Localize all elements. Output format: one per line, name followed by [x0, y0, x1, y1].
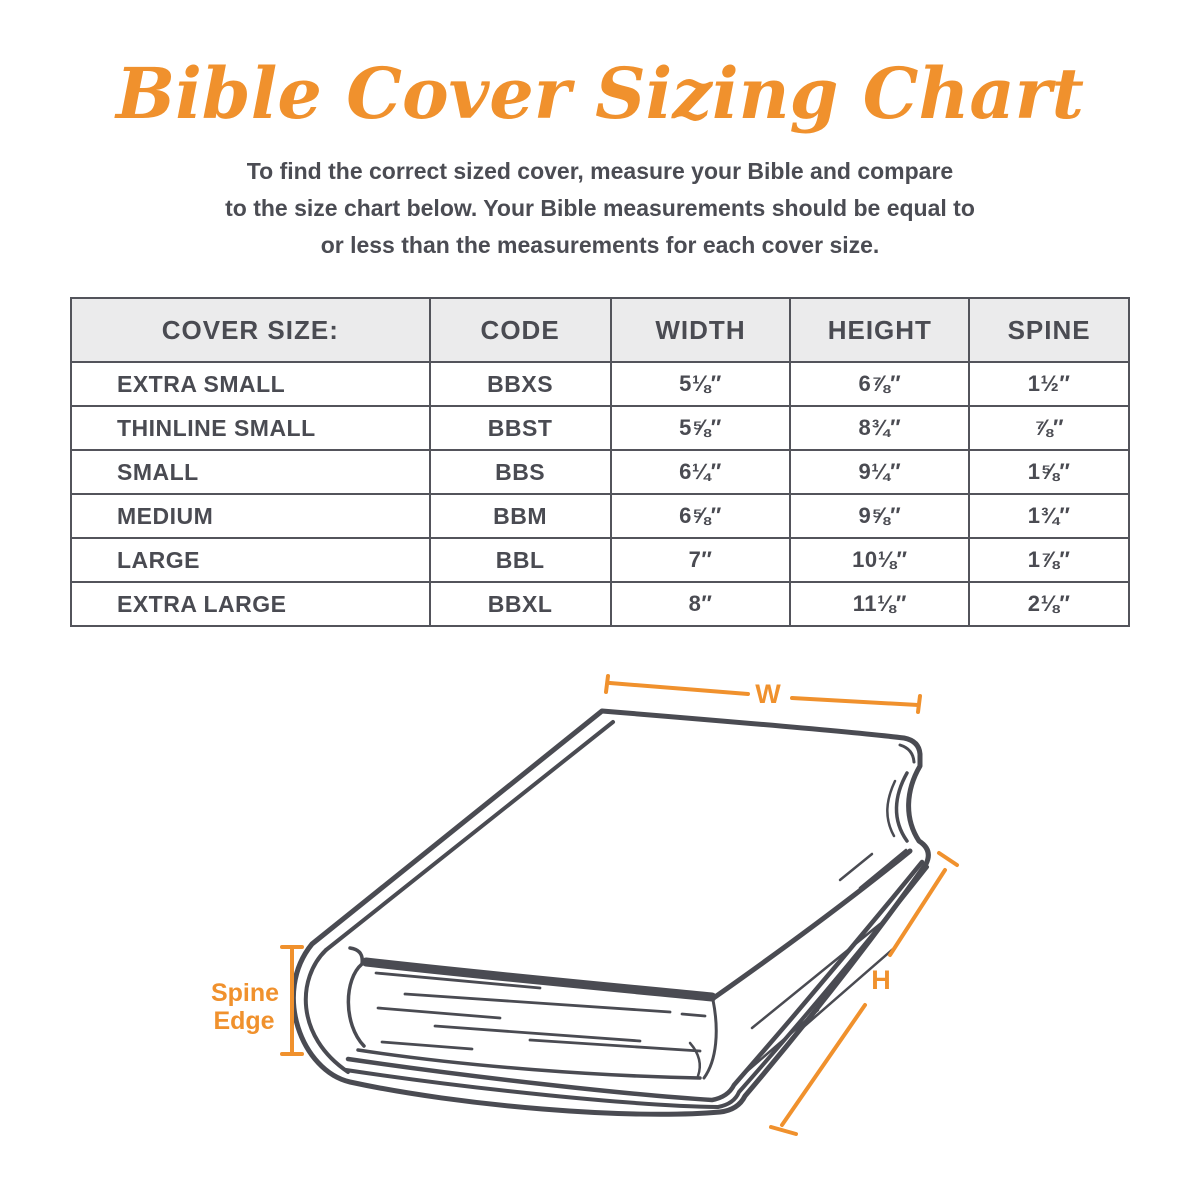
- height-tick-top: [937, 851, 959, 867]
- width-tick-left: [604, 674, 610, 694]
- column-header: HEIGHT: [789, 297, 971, 363]
- spine-cell: 1⅝″: [968, 449, 1130, 495]
- height-cell: 10⅛″: [789, 537, 971, 583]
- spine-cap-inner-line: [303, 948, 350, 1074]
- code-cell: BBXS: [428, 361, 612, 407]
- size-name-cell: EXTRA LARGE: [70, 581, 431, 627]
- table-row: EXTRA LARGE BBXL 8″ 11⅛″ 2⅛″: [70, 581, 1130, 627]
- height-tick-bottom: [769, 1125, 798, 1136]
- header-row: COVER SIZE: CODE WIDTH HEIGHT SPINE: [70, 297, 1130, 363]
- bottom-cover-line-1: [345, 859, 925, 1103]
- spine-hinge-line: [346, 946, 366, 1048]
- code-cell: BBM: [428, 493, 612, 539]
- cover-right-edge: [712, 848, 913, 1000]
- code-cell: BBXL: [428, 581, 612, 627]
- size-name-cell: EXTRA SMALL: [70, 361, 431, 407]
- page-bottom-edge: [356, 1048, 702, 1080]
- size-name-cell: THINLINE SMALL: [70, 405, 431, 451]
- size-name-cell: MEDIUM: [70, 493, 431, 539]
- width-tick-right: [916, 694, 922, 714]
- height-cell: 9⅝″: [789, 493, 971, 539]
- spine-dimension-line: [280, 945, 304, 1056]
- table-row: EXTRA SMALL BBXS 5⅛″ 6⅞″ 1½″: [70, 361, 1130, 407]
- page-texture-lines: [374, 971, 707, 1053]
- code-cell: BBST: [428, 405, 612, 451]
- book-illustration: [290, 708, 931, 1117]
- code-cell: BBL: [428, 537, 612, 583]
- intro-text: To find the correct sized cover, measure…: [0, 153, 1200, 264]
- cover-edge-shadow: [361, 957, 717, 1002]
- spine-cell: 1⅞″: [968, 537, 1130, 583]
- table-row: THINLINE SMALL BBST 5⅝″ 8¾″ ⅞″: [70, 405, 1130, 451]
- table-row: LARGE BBL 7″ 10⅛″ 1⅞″: [70, 537, 1130, 583]
- size-name-cell: SMALL: [70, 449, 431, 495]
- spine-cell: ⅞″: [968, 405, 1130, 451]
- spine-edge-label-line2: Edge: [213, 1007, 274, 1035]
- spine-cell: 1¾″: [968, 493, 1130, 539]
- page-title: Bible Cover Sizing Chart: [116, 52, 1084, 135]
- width-cell: 5⅛″: [609, 361, 792, 407]
- cover-fold-line: [324, 720, 615, 952]
- height-cell: 6⅞″: [789, 361, 971, 407]
- width-cell: 6⅝″: [609, 493, 792, 539]
- fore-edge-inner-curve-1: [894, 771, 909, 843]
- spine-cell: 2⅛″: [968, 581, 1130, 627]
- height-cell: 9¼″: [789, 449, 971, 495]
- table-row: SMALL BBS 6¼″ 9¼″ 1⅝″: [70, 449, 1130, 495]
- column-header: WIDTH: [609, 297, 792, 363]
- intro-line-1: To find the correct sized cover, measure…: [246, 158, 954, 184]
- width-cell: 5⅝″: [609, 405, 792, 451]
- intro-line-2: to the size chart below. Your Bible meas…: [225, 195, 975, 221]
- page-corner-curve: [702, 998, 718, 1080]
- height-cell: 11⅛″: [789, 581, 971, 627]
- spine-edge-label-line1: Spine: [211, 979, 279, 1007]
- width-dimension-label: W: [755, 679, 781, 709]
- top-corner-inner-curve: [898, 743, 916, 764]
- height-dimension-label: H: [871, 965, 891, 995]
- height-cell: 8¾″: [789, 405, 971, 451]
- size-name-cell: LARGE: [70, 537, 431, 583]
- sizing-table: COVER SIZE: CODE WIDTH HEIGHT SPINE EXTRA SM…: [70, 297, 1130, 627]
- code-cell: BBS: [428, 449, 612, 495]
- page-corner-detail: [688, 1041, 701, 1078]
- width-cell: 7″: [609, 537, 792, 583]
- width-cell: 8″: [609, 581, 792, 627]
- column-header: SPINE: [968, 297, 1130, 363]
- table-row: MEDIUM BBM 6⅝″ 9⅝″ 1¾″: [70, 493, 1130, 539]
- spine-cell: 1½″: [968, 361, 1130, 407]
- column-header: CODE: [428, 297, 612, 363]
- fore-edge-inner-curve-2: [886, 779, 897, 838]
- width-dimension-line: [604, 674, 922, 714]
- column-header: COVER SIZE:: [70, 297, 431, 363]
- intro-line-3: or less than the measurements for each c…: [320, 232, 880, 258]
- sizing-table-body: EXTRA SMALL BBXS 5⅛″ 6⅞″ 1½″ THINLINE SMALL BB…: [70, 361, 1130, 627]
- book-diagram: W H Spine Edge: [211, 674, 959, 1136]
- bottom-cover-line-2: [344, 865, 929, 1109]
- fore-edge-streaks: [743, 848, 908, 1075]
- width-cell: 6¼″: [609, 449, 792, 495]
- height-dimension-line: [769, 851, 959, 1136]
